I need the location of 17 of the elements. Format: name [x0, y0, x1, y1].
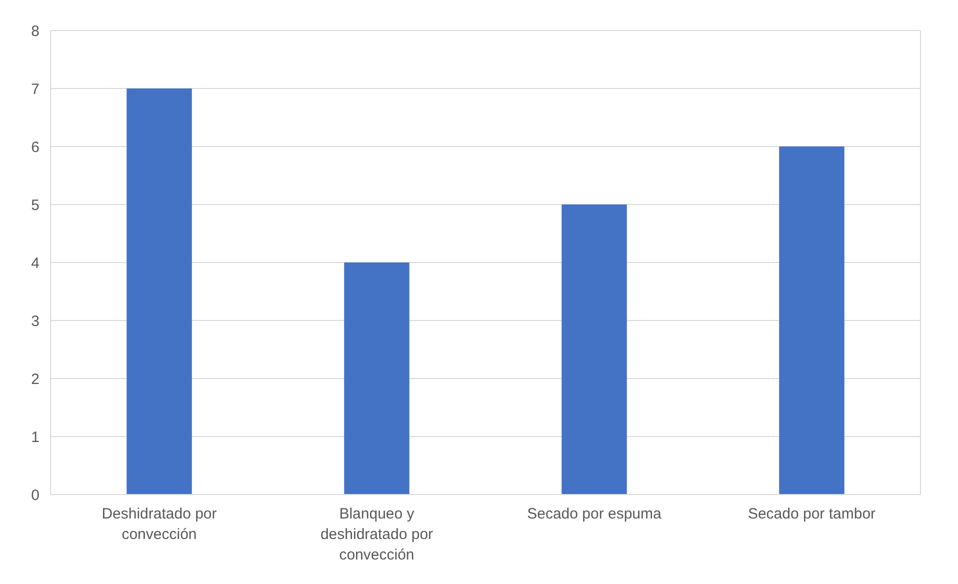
y-tick-label: 5 — [31, 197, 40, 214]
bar — [779, 146, 844, 494]
y-tick-label: 4 — [31, 255, 40, 272]
x-tick-label: Secado por tambor — [748, 506, 876, 522]
y-tick-label: 6 — [31, 139, 40, 156]
y-tick-label: 2 — [31, 371, 40, 388]
x-tick-label: Secado por espuma — [527, 506, 662, 522]
y-tick-label: 8 — [31, 23, 40, 40]
y-tick-label: 0 — [31, 487, 40, 504]
x-tick-label: Deshidratado por convección — [102, 506, 217, 543]
y-tick-label: 3 — [31, 313, 40, 330]
y-tick-label: 1 — [31, 429, 40, 446]
bar — [126, 88, 192, 494]
x-tick-label: Blanqueo y deshidratado por convección — [320, 506, 434, 564]
bar — [562, 204, 627, 494]
y-tick-label: 7 — [31, 81, 40, 98]
bar — [344, 262, 410, 494]
